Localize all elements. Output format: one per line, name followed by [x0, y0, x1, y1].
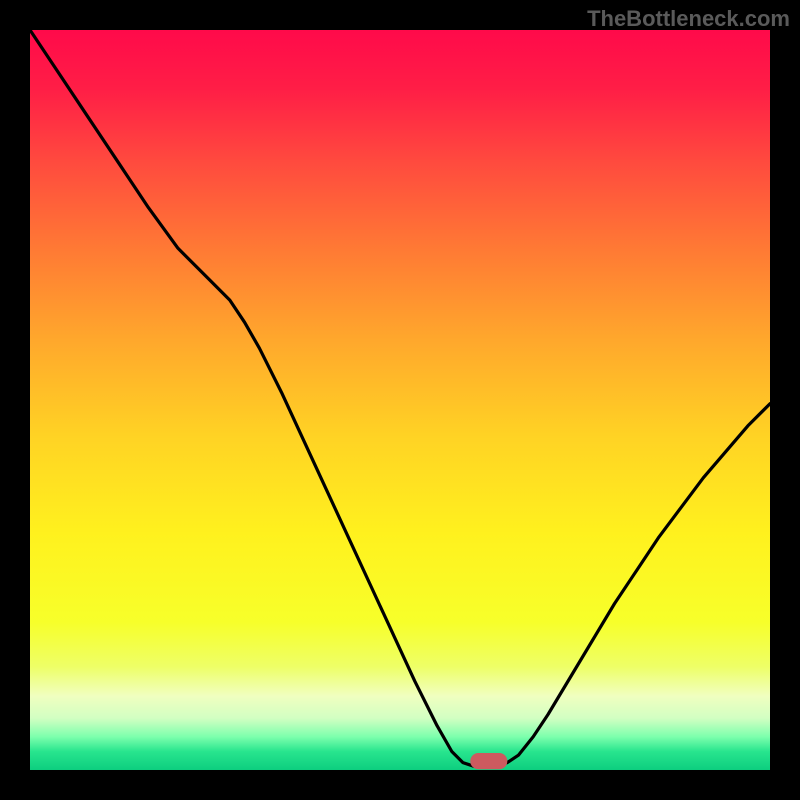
gradient-background [30, 30, 770, 770]
watermark-text: TheBottleneck.com [587, 6, 790, 32]
chart-stage: TheBottleneck.com [0, 0, 800, 800]
bottleneck-chart [30, 30, 770, 770]
optimal-marker [470, 753, 507, 769]
